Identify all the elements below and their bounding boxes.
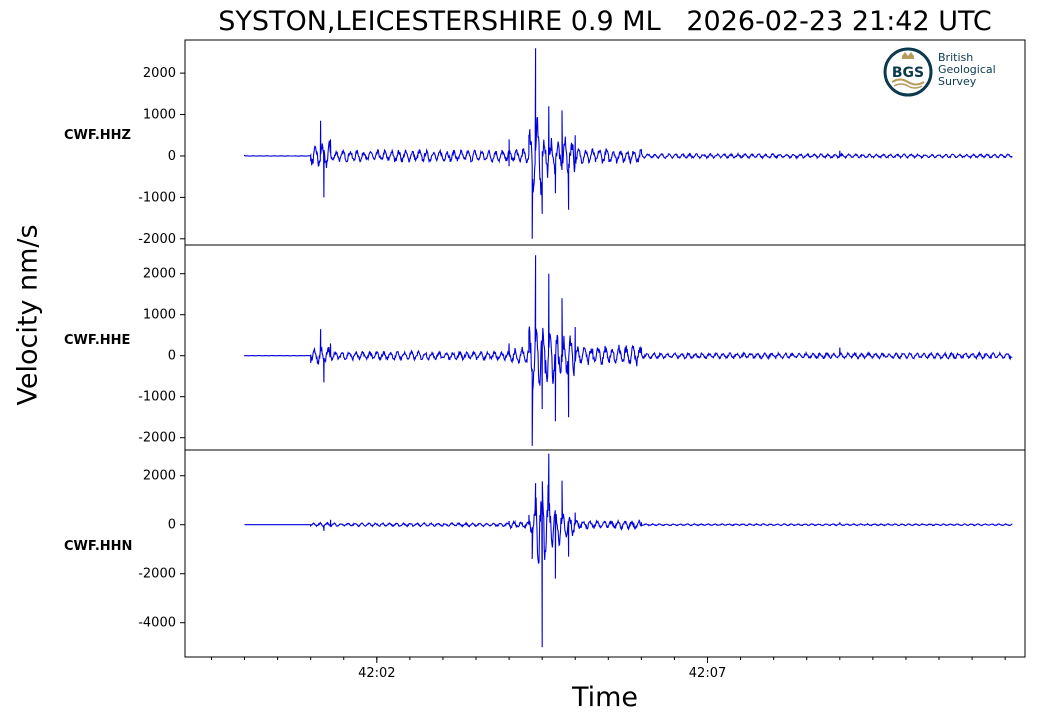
trace-cwf-hhn bbox=[244, 453, 1013, 648]
channel-label-hhn: CWF.HHN bbox=[64, 539, 133, 554]
y-tick-label: 0 bbox=[168, 349, 176, 364]
y-tick-label: -2000 bbox=[138, 431, 176, 446]
y-tick-label: -2000 bbox=[138, 567, 176, 582]
y-tick-label: 1000 bbox=[143, 308, 176, 323]
panel-frame-3 bbox=[184, 449, 1026, 658]
channel-label-hhe: CWF.HHE bbox=[64, 333, 131, 348]
x-tick-label: 42:07 bbox=[689, 666, 726, 681]
channel-label-hhz: CWF.HHZ bbox=[64, 128, 131, 143]
bgs-logo-icon: BGS bbox=[883, 47, 933, 97]
trace-cwf-hhe bbox=[243, 255, 1013, 446]
y-tick-label: 2000 bbox=[143, 469, 176, 484]
y-tick-label: 2000 bbox=[143, 267, 176, 282]
bgs-logo-mark: BGS bbox=[892, 65, 924, 81]
logo-text-line-3: Survey bbox=[938, 75, 977, 88]
x-tick-label: 42:02 bbox=[358, 666, 395, 681]
y-tick-label: 1000 bbox=[143, 108, 176, 123]
y-tick-label: 0 bbox=[168, 518, 176, 533]
y-tick-label: -1000 bbox=[138, 190, 176, 205]
x-axis-label: Time bbox=[571, 682, 639, 713]
logo-text-line-1: British bbox=[938, 51, 974, 64]
bgs-logo: BGS British Geological Survey bbox=[880, 44, 1010, 100]
trace-cwf-hhz bbox=[243, 48, 1013, 239]
y-tick-label: 2000 bbox=[143, 66, 176, 81]
logo-text-line-2: Geological bbox=[938, 63, 996, 76]
y-tick-label: 0 bbox=[168, 149, 176, 164]
y-tick-label: -2000 bbox=[138, 232, 176, 247]
y-tick-label: -1000 bbox=[138, 390, 176, 405]
chart-title: SYSTON,LEICESTERSHIRE 0.9 ML 2026-02-23 … bbox=[218, 6, 992, 37]
y-tick-label: -4000 bbox=[138, 616, 176, 631]
